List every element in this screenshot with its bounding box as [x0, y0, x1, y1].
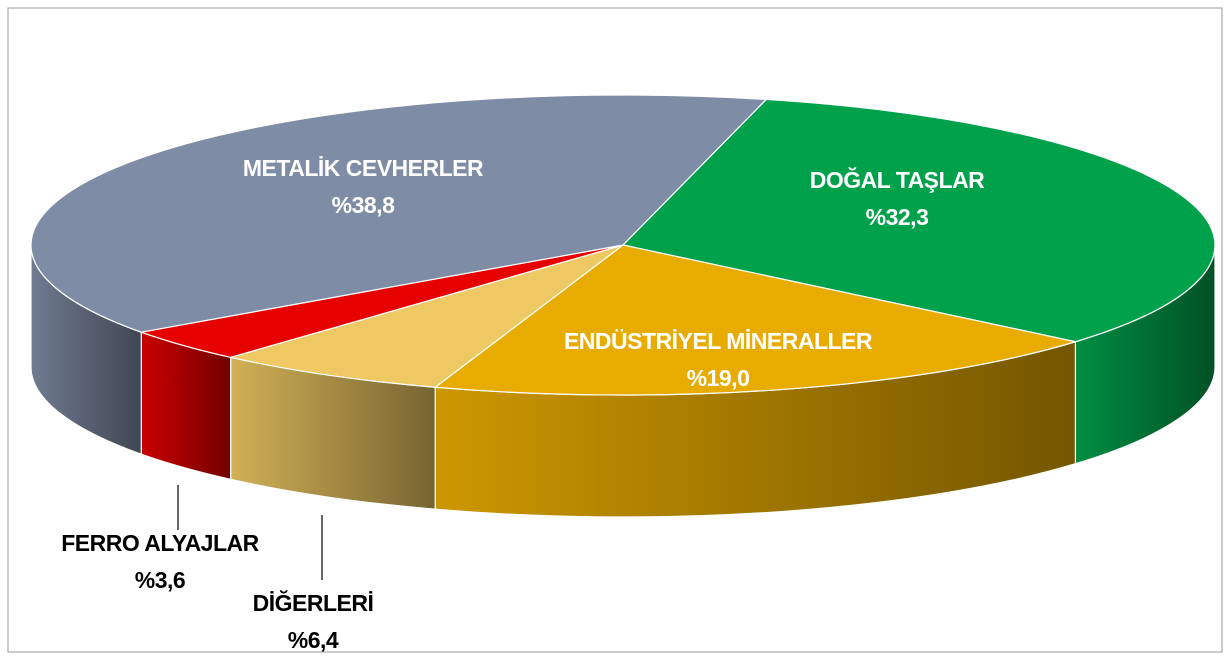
- slice: [30, 94, 768, 333]
- slice-value-label: %32,3: [866, 204, 929, 230]
- slice-value-label: %19,0: [687, 365, 750, 391]
- slice-value-label: %38,8: [332, 192, 395, 218]
- slice-value-label: %6,4: [288, 627, 339, 653]
- slice: [230, 244, 624, 388]
- slice-value-label: %3,6: [135, 567, 185, 593]
- slice: [433, 244, 1076, 396]
- slice-label: ENDÜSTRİYEL MİNERALLER: [564, 328, 873, 354]
- slice-label: DİĞERLERİ: [253, 589, 374, 616]
- slice-label: DOĞAL TAŞLAR: [810, 166, 985, 193]
- slice-label: FERRO ALYAJLAR: [61, 530, 259, 556]
- slice-label: METALİK CEVHERLER: [243, 155, 484, 181]
- slice: [621, 98, 1216, 343]
